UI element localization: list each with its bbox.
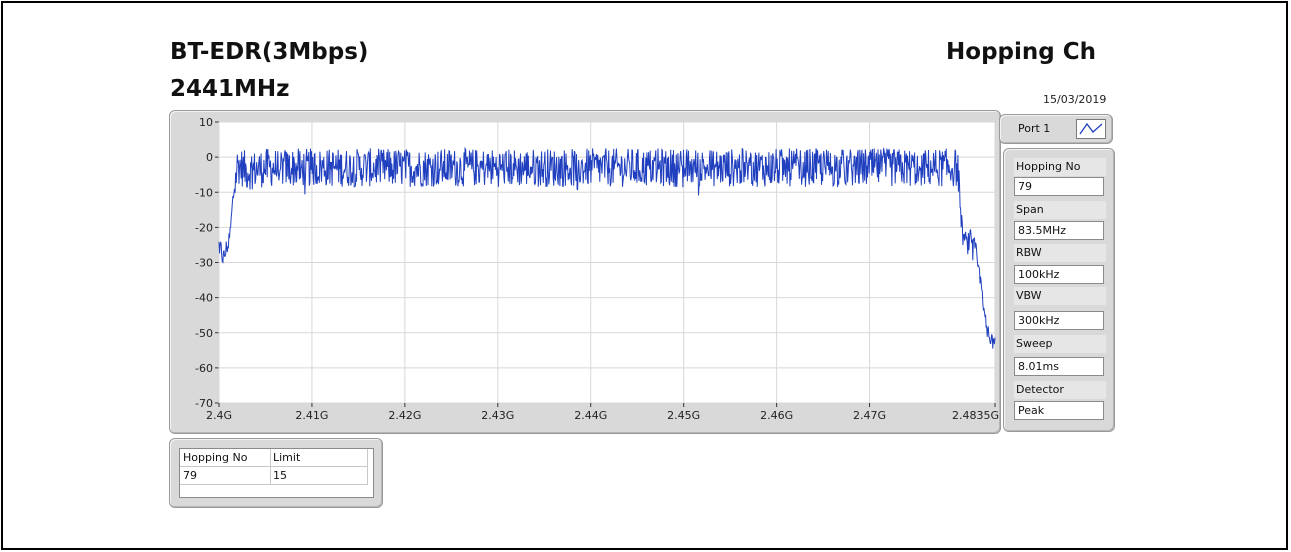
y-tick-label: -10 xyxy=(195,186,213,199)
settings-panel: Hopping No 79 Span 83.5MHz RBW 100kHz VB… xyxy=(1003,148,1115,432)
limit-table-panel: Hopping No Limit 79 15 xyxy=(169,438,383,508)
port-label: Port 1 xyxy=(1018,122,1051,135)
table-cell-limit: 15 xyxy=(270,467,367,485)
y-tick-label: -70 xyxy=(195,397,213,410)
setting-label-span: Span xyxy=(1014,201,1106,219)
y-tick-label: -40 xyxy=(195,292,213,305)
title-frequency: 2441MHz xyxy=(170,76,290,102)
x-tick-label: 2.45G xyxy=(667,409,700,422)
setting-value-detector: Peak xyxy=(1014,401,1104,420)
trace-icon xyxy=(1076,119,1106,139)
test-date: 15/03/2019 xyxy=(1043,93,1107,106)
x-tick-label: 2.46G xyxy=(760,409,793,422)
y-tick-label: -60 xyxy=(195,362,213,375)
x-tick-label: 2.44G xyxy=(574,409,607,422)
x-tick-label: 2.4835G xyxy=(952,409,999,422)
y-tick-label: 0 xyxy=(206,151,213,164)
setting-value-sweep: 8.01ms xyxy=(1014,357,1104,376)
setting-value-rbw: 100kHz xyxy=(1014,265,1104,284)
setting-value-vbw: 300kHz xyxy=(1014,311,1104,330)
x-tick-label: 2.47G xyxy=(853,409,886,422)
spectrum-trace xyxy=(218,146,996,349)
setting-value-span: 83.5MHz xyxy=(1014,221,1104,240)
table-column-divider xyxy=(270,449,271,485)
setting-label-rbw: RBW xyxy=(1014,244,1106,262)
setting-value-hopping-no: 79 xyxy=(1014,177,1104,196)
table-header-limit: Limit xyxy=(270,449,367,467)
setting-label-detector: Detector xyxy=(1014,381,1106,399)
y-tick-label: -30 xyxy=(195,257,213,270)
setting-label-sweep: Sweep xyxy=(1014,335,1106,353)
limit-table: Hopping No Limit 79 15 xyxy=(179,448,374,498)
x-tick-label: 2.4G xyxy=(206,409,232,422)
x-tick-label: 2.43G xyxy=(481,409,514,422)
x-tick-label: 2.42G xyxy=(388,409,421,422)
title-test-name: Hopping Ch xyxy=(946,39,1096,65)
setting-label-hopping-no: Hopping No xyxy=(1014,158,1106,176)
spectrum-chart: 10 0 -10 -20 -30 -40 -50 -60 -702.4G 2.41G 2.42G 2.… xyxy=(195,116,999,422)
port-selector[interactable]: Port 1 xyxy=(999,114,1113,144)
y-tick-label: -20 xyxy=(195,221,213,234)
table-header-hopping-no: Hopping No xyxy=(180,449,270,467)
y-tick-label: 10 xyxy=(199,116,213,129)
title-mode: BT-EDR(3Mbps) xyxy=(170,39,369,65)
y-tick-label: -50 xyxy=(195,327,213,340)
setting-label-vbw: VBW xyxy=(1014,287,1106,305)
x-tick-label: 2.41G xyxy=(295,409,328,422)
table-cell-hopping-no: 79 xyxy=(180,467,270,485)
table-column-divider xyxy=(367,449,368,485)
spectrum-graph-panel: 10 0 -10 -20 -30 -40 -50 -60 -70 2.4G 2.41G 2.42G 2.… xyxy=(169,110,1001,434)
